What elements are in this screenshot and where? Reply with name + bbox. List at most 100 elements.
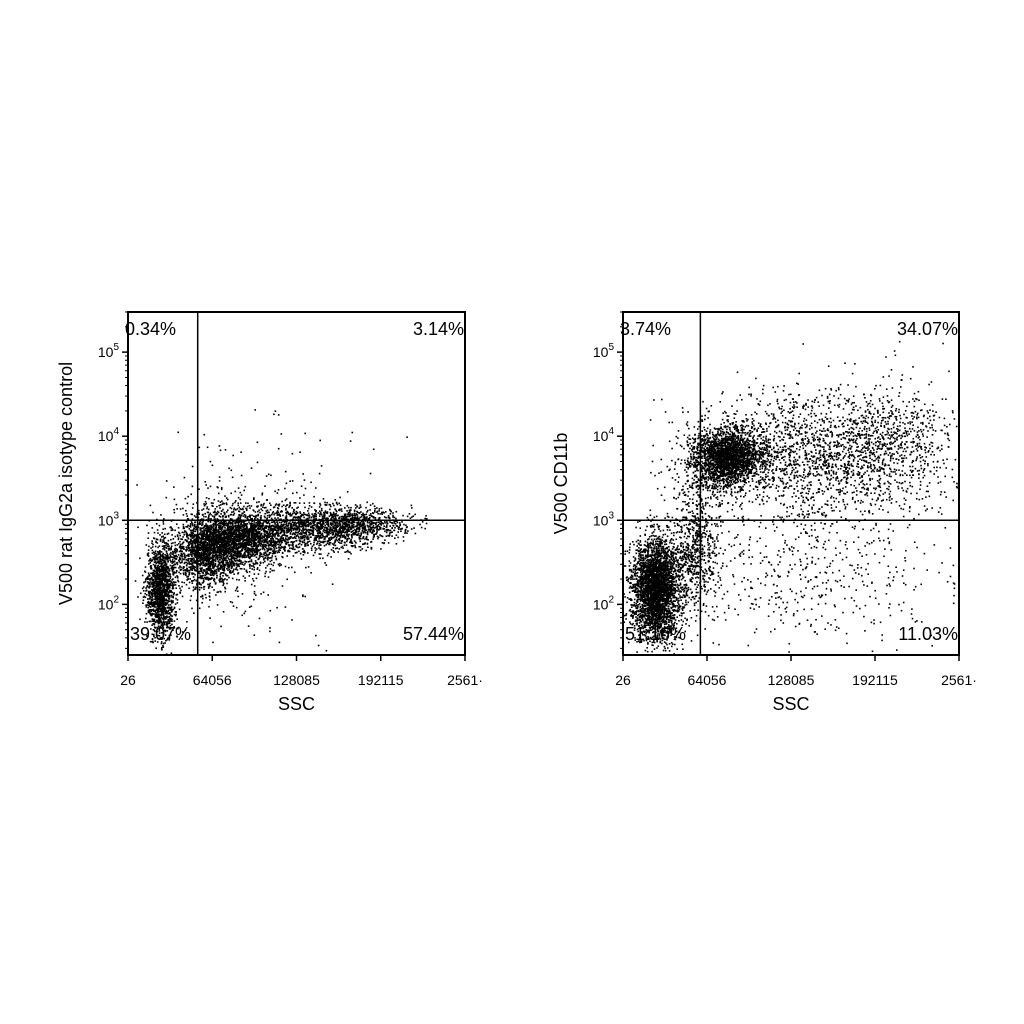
event-dot: [202, 555, 205, 558]
event-dot: [167, 558, 170, 560]
event-dot: [228, 526, 231, 528]
event-dot: [207, 552, 209, 554]
event-dot: [218, 541, 221, 543]
event-dot: [218, 515, 221, 517]
event-dot: [178, 567, 180, 569]
event-dot: [233, 573, 235, 575]
event-dot: [155, 523, 158, 525]
event-dot: [222, 553, 225, 556]
event-dot: [199, 557, 202, 559]
event-dot: [209, 531, 212, 533]
event-dot: [225, 549, 228, 551]
event-dot: [222, 546, 224, 549]
event-dot: [164, 589, 167, 591]
event-dot: [188, 561, 190, 563]
event-dot: [225, 536, 228, 538]
event-dot: [207, 565, 210, 568]
event-dot: [159, 595, 162, 598]
event-dot: [203, 535, 206, 538]
event-dot: [276, 524, 279, 526]
event-dot: [163, 548, 166, 551]
event-dot: [157, 593, 159, 596]
event-dot: [184, 539, 187, 541]
event-dot: [247, 544, 249, 546]
event-dot: [145, 587, 147, 589]
event-dot: [248, 521, 250, 523]
event-dot: [267, 556, 269, 559]
event-dot: [164, 569, 166, 572]
event-dot: [250, 527, 252, 529]
event-dot: [240, 553, 242, 555]
event-dot: [266, 536, 268, 539]
event-dot: [198, 586, 201, 589]
event-dot: [220, 560, 223, 563]
event-dot: [181, 638, 183, 640]
event-dot: [155, 540, 157, 543]
event-dot: [266, 530, 269, 533]
event-dot: [181, 558, 184, 560]
event-dot: [236, 533, 238, 536]
event-dot: [159, 607, 161, 610]
event-dot: [209, 533, 211, 535]
event-dot: [190, 567, 192, 570]
event-dot: [264, 540, 266, 543]
event-dot: [222, 516, 224, 518]
event-dot: [209, 556, 211, 559]
event-dot: [214, 570, 217, 572]
event-dot: [201, 521, 203, 524]
event-dot: [229, 506, 232, 509]
event-dot: [147, 581, 149, 583]
event-dot: [202, 561, 205, 563]
event-dot: [162, 627, 164, 629]
event-dot: [270, 517, 273, 520]
event-dot: [224, 548, 227, 550]
event-dot: [196, 564, 198, 566]
event-dot: [160, 562, 162, 565]
event-dot: [171, 560, 173, 563]
event-dot: [315, 518, 318, 520]
event-dot: [176, 577, 179, 579]
event-dot: [211, 556, 213, 559]
event-dot: [202, 535, 205, 537]
event-dot: [208, 555, 211, 557]
event-dot: [155, 578, 158, 581]
event-dot: [252, 553, 255, 555]
event-dot: [170, 561, 172, 563]
event-dot: [205, 564, 208, 567]
event-dot: [170, 581, 173, 584]
event-dot: [242, 540, 244, 543]
event-dot: [143, 581, 145, 584]
event-dot: [292, 533, 294, 535]
event-dot: [236, 538, 239, 540]
event-dot: [161, 577, 164, 579]
event-dot: [170, 634, 172, 636]
event-dot: [160, 599, 163, 601]
event-dot: [224, 587, 227, 590]
event-dot: [161, 573, 163, 576]
event-dot: [157, 546, 159, 549]
event-dot: [158, 622, 160, 624]
event-dot: [222, 515, 224, 517]
event-dot: [157, 588, 160, 591]
event-dot: [219, 573, 222, 576]
event-dot: [168, 573, 170, 575]
event-dot: [189, 529, 192, 532]
event-dot: [148, 581, 150, 584]
event-dot: [218, 539, 221, 541]
event-dot: [146, 586, 148, 588]
event-dot: [270, 549, 272, 551]
event-dot: [226, 555, 229, 558]
event-dot: [209, 578, 211, 581]
event-dot: [227, 509, 229, 511]
event-dot: [218, 504, 220, 507]
event-dot: [270, 548, 273, 550]
event-dot: [212, 543, 214, 545]
event-dot: [208, 567, 211, 569]
event-dot: [260, 536, 262, 538]
event-dot: [160, 587, 162, 589]
event-dot: [163, 569, 165, 572]
event-dot: [213, 580, 216, 583]
event-dot: [210, 518, 212, 520]
event-dot: [209, 553, 211, 556]
event-dot: [156, 542, 159, 544]
